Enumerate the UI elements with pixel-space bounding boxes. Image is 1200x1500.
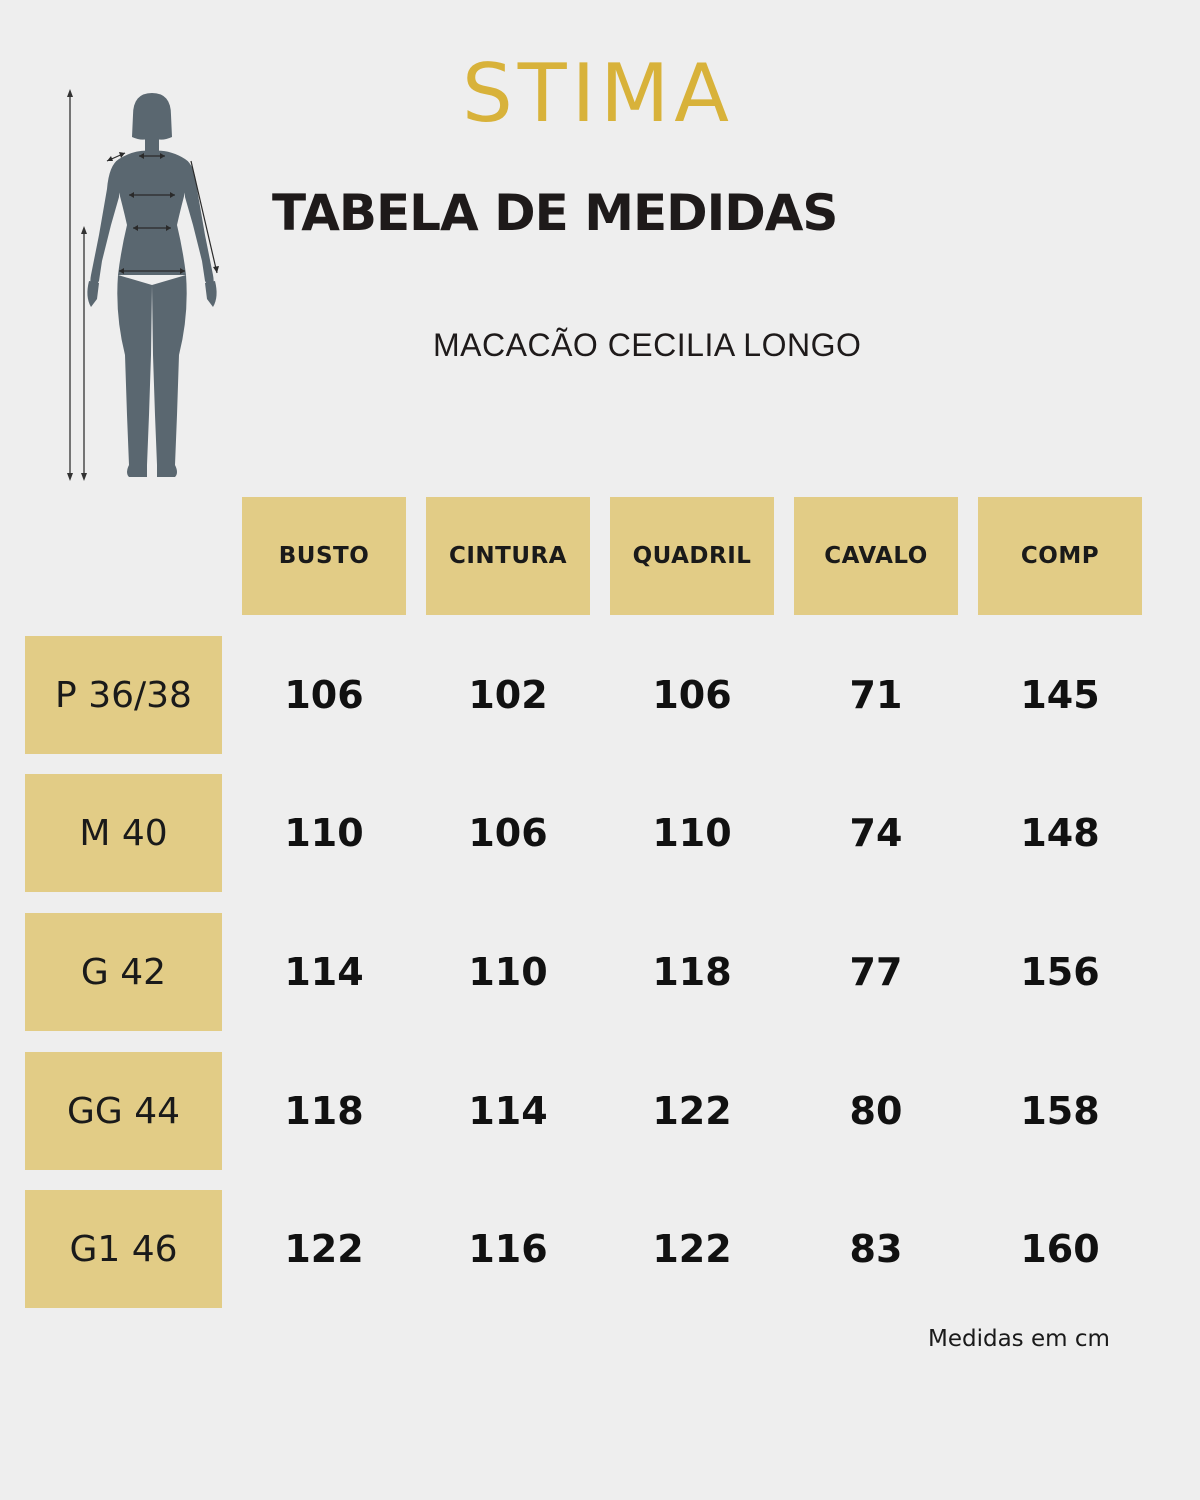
size-label: G 42 [25,913,222,1031]
table-cell: 110 [468,950,548,994]
table-cell: 148 [1020,811,1100,855]
table-cell: 158 [1020,1089,1100,1133]
table-cell: 145 [1020,673,1100,717]
column-header-quadril: QUADRIL [610,497,774,615]
table-cell: 122 [652,1227,732,1271]
table-cell: 122 [284,1227,364,1271]
brand-logo: STIMA [462,47,734,140]
table-cell: 114 [284,950,364,994]
page-title: TABELA DE MEDIDAS [272,184,838,242]
size-label: G1 46 [25,1190,222,1308]
table-cell: 74 [849,811,903,855]
table-cell: 102 [468,673,548,717]
column-header-cintura: CINTURA [426,497,590,615]
table-cell: 160 [1020,1227,1100,1271]
table-cell: 116 [468,1227,548,1271]
product-name: MACACÃO CECILIA LONGO [433,327,862,363]
column-header-busto: BUSTO [242,497,406,615]
body-measurement-figure-icon [67,89,219,481]
column-header-cavalo: CAVALO [794,497,958,615]
table-cell: 106 [284,673,364,717]
table-cell: 77 [849,950,903,994]
units-note: Medidas em cm [928,1326,1110,1352]
table-cell: 106 [652,673,732,717]
table-cell: 156 [1020,950,1100,994]
table-cell: 110 [284,811,364,855]
size-label: GG 44 [25,1052,222,1170]
table-cell: 71 [849,673,903,717]
column-header-comp: COMP [978,497,1142,615]
table-cell: 122 [652,1089,732,1133]
table-cell: 110 [652,811,732,855]
table-cell: 114 [468,1089,548,1133]
table-cell: 118 [652,950,732,994]
size-label: M 40 [25,774,222,892]
table-cell: 80 [849,1089,903,1133]
size-label: P 36/38 [25,636,222,754]
table-cell: 83 [849,1227,903,1271]
table-cell: 106 [468,811,548,855]
table-cell: 118 [284,1089,364,1133]
